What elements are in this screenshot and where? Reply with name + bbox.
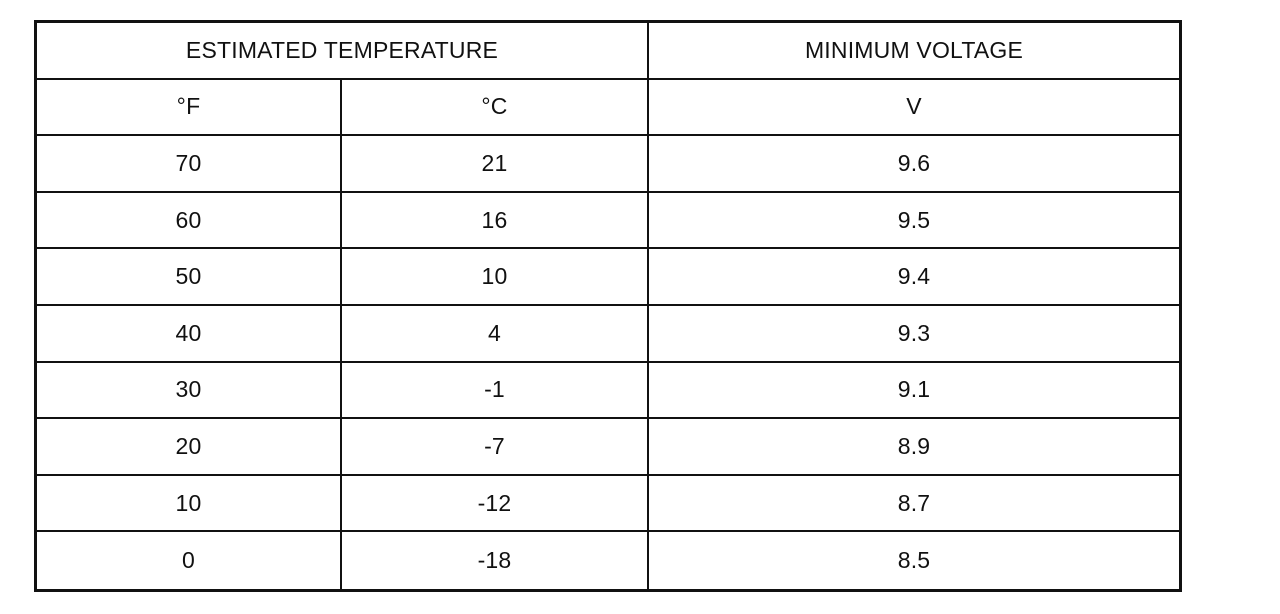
cell-voltage: 9.5 [649,193,1179,250]
unit-volts: V [649,80,1179,137]
header-estimated-temperature: ESTIMATED TEMPERATURE [37,23,649,80]
cell-fahrenheit: 70 [37,136,342,193]
cell-fahrenheit: 10 [37,475,342,533]
cell-fahrenheit: 30 [37,362,342,420]
cell-celsius: -18 [342,532,649,589]
cell-voltage: 8.5 [897,547,931,574]
cell-celsius: 21 [342,136,649,193]
voltage-temperature-table: ESTIMATED TEMPERATURE MINIMUM VOLTAGE °F… [34,20,1182,592]
unit-celsius: °C [342,79,649,137]
cell-voltage: 9.6 [649,136,1179,193]
cell-celsius: 4 [342,305,649,363]
cell-voltage: 8.7 [649,476,1179,533]
cell-voltage: 9.3 [649,306,1179,363]
header-minimum-voltage: MINIMUM VOLTAGE [649,23,1179,80]
cell-fahrenheit: 20 [37,419,342,476]
cell-celsius: 10 [342,249,649,306]
cell-fahrenheit: 0 [37,532,342,589]
cell-voltage: 8.9 [649,419,1179,476]
cell-voltage: 9.1 [649,363,1179,420]
cell-celsius: -12 [342,475,649,533]
cell-fahrenheit: 60 [37,192,342,250]
unit-fahrenheit: °F [37,79,342,137]
cell-celsius: 16 [342,192,649,250]
cell-fahrenheit: 50 [37,249,342,306]
cell-fahrenheit: 40 [37,305,342,363]
cell-voltage: 9.4 [649,249,1179,306]
cell-celsius: -1 [342,362,649,420]
cell-celsius: -7 [342,419,649,476]
